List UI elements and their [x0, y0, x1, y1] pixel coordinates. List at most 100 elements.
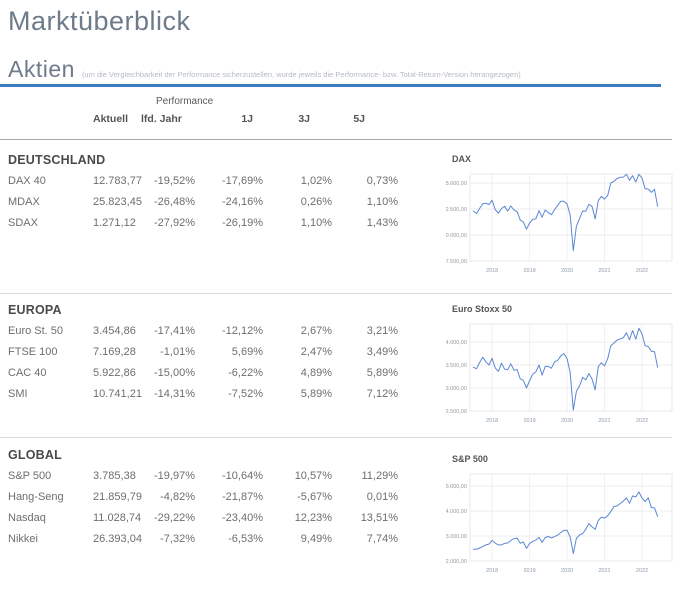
value-1j: -6,22%	[228, 367, 263, 379]
table-row: Nasdaq 11.028,74 -29,22% -23,40% 12,23% 13,51…	[8, 508, 398, 529]
x-axis-label: 2022	[636, 268, 648, 274]
value-aktuell: 5.922,86	[93, 367, 136, 379]
value-5j: 0,01%	[366, 491, 398, 503]
value-5j: 0,73%	[366, 175, 398, 187]
value-aktuell: 1.271,12	[93, 217, 136, 229]
accent-rule	[0, 84, 661, 87]
y-axis-label: 10.000,00	[446, 233, 467, 239]
value-5j: 5,89%	[366, 367, 398, 379]
x-axis-label: 2021	[598, 268, 610, 274]
value-5j: 13,51%	[360, 512, 398, 524]
y-axis-label: 5.000,00	[446, 484, 467, 490]
value-5j: 1,43%	[366, 217, 398, 229]
y-axis-label: 15.000,00	[446, 181, 467, 187]
price-line	[472, 491, 659, 554]
section-global: GLOBAL S&P 500 3.785,38 -19,97% -10,64% 10,5…	[8, 445, 398, 550]
value-aktuell: 3.785,38	[93, 470, 136, 482]
value-1j: -12,12%	[222, 325, 263, 337]
price-line	[472, 327, 659, 411]
chart-sp-500: S&P 500 2018 2019 2020 2021 2022 5.000,00 4.00…	[446, 452, 678, 584]
chart-title: S&P 500	[452, 454, 488, 464]
value-3j: 1,10%	[300, 217, 332, 229]
value-5j: 3,49%	[366, 346, 398, 358]
table-row: S&P 500 3.785,38 -19,97% -10,64% 10,57% 11,29…	[8, 466, 398, 487]
y-axis-label: 2.500,00	[446, 409, 467, 415]
market-section-title: EUROPA	[8, 303, 62, 317]
index-name: CAC 40	[8, 367, 47, 379]
col-header-1j: 1J	[241, 113, 253, 125]
chart-euro-stoxx-50: Euro Stoxx 50 2018 2019 2020 2021 2022 4.000,…	[446, 302, 678, 434]
x-axis-label: 2020	[561, 268, 573, 274]
chart-title: Euro Stoxx 50	[452, 304, 513, 314]
table-row: Hang-Seng 21.859,79 -4,82% -21,87% -5,67% 0,0…	[8, 487, 398, 508]
price-line	[472, 173, 659, 252]
value-5j: 1,10%	[366, 196, 398, 208]
value-3j: 2,47%	[300, 346, 332, 358]
value-1j: -23,40%	[222, 512, 263, 524]
section-separator	[0, 293, 672, 294]
index-name: SDAX	[8, 217, 38, 229]
y-axis-label: 3.000,00	[446, 386, 467, 392]
table-row: MDAX 25.823,45 -26,48% -24,16% 0,26% 1,10%	[8, 192, 398, 213]
value-aktuell: 25.823,45	[93, 196, 142, 208]
x-axis-label: 2019	[523, 568, 535, 574]
table-column-headers: Aktuell lfd. Jahr 1J 3J 5J	[8, 110, 365, 128]
value-3j: 0,26%	[300, 196, 332, 208]
section-separator	[0, 437, 672, 438]
index-name: Euro St. 50	[8, 325, 64, 337]
value-3j: 12,23%	[294, 512, 332, 524]
table-row: CAC 40 5.922,86 -15,00% -6,22% 4,89% 5,89%	[8, 363, 398, 384]
value-ytd: -17,41%	[154, 325, 195, 337]
y-axis-label: 4.000,00	[446, 509, 467, 515]
value-3j: -5,67%	[297, 491, 332, 503]
value-aktuell: 26.393,04	[93, 533, 142, 545]
y-axis-label: 3.500,00	[446, 363, 467, 369]
plot-border	[469, 173, 673, 262]
index-name: Nasdaq	[8, 512, 46, 524]
value-3j: 5,89%	[300, 388, 332, 400]
value-ytd: -26,48%	[154, 196, 195, 208]
value-aktuell: 21.859,79	[93, 491, 142, 503]
dax-line-chart: 2018 2019 2020 2021 2022 15.000,00 12.500,00 10…	[446, 173, 673, 274]
y-axis-label: 3.000,00	[446, 534, 467, 540]
y-axis-label: 12.500,00	[446, 207, 467, 213]
x-axis-label: 2021	[598, 568, 610, 574]
x-axis-label: 2022	[636, 418, 648, 424]
col-header-aktuell: Aktuell	[93, 113, 129, 125]
market-section-title: GLOBAL	[8, 448, 62, 462]
euro-stoxx-line-chart: 2018 2019 2020 2021 2022 4.000,00 3.500,00 3.00…	[446, 323, 673, 424]
value-aktuell: 7.169,28	[93, 346, 136, 358]
x-axis-label: 2020	[561, 568, 573, 574]
section-deutschland: DEUTSCHLAND DAX 40 12.783,77 -19,52% -17,69…	[8, 150, 398, 234]
value-5j: 7,74%	[366, 533, 398, 545]
value-ytd: -14,31%	[154, 388, 195, 400]
value-ytd: -19,97%	[154, 470, 195, 482]
sp500-line-chart: 2018 2019 2020 2021 2022 5.000,00 4.000,00 3.00…	[446, 473, 673, 574]
performance-group-label: Performance	[156, 96, 214, 107]
y-axis-label: 4.000,00	[446, 340, 467, 346]
col-header-3j: 3J	[298, 113, 310, 125]
value-ytd: -19,52%	[154, 175, 195, 187]
value-3j: 1,02%	[300, 175, 332, 187]
col-header-5j: 5J	[353, 113, 365, 125]
value-1j: -17,69%	[222, 175, 263, 187]
x-axis-label: 2019	[523, 418, 535, 424]
section-subtitle: (um die Vergleichbarkeit der Performance…	[81, 70, 521, 79]
value-1j: -6,53%	[228, 533, 263, 545]
value-3j: 9,49%	[300, 533, 332, 545]
x-axis-label: 2018	[486, 268, 498, 274]
table-row: Nikkei 26.393,04 -7,32% -6,53% 9,49% 7,74%	[8, 529, 398, 550]
value-1j: 5,69%	[231, 346, 263, 358]
col-header-ytd: lfd. Jahr	[141, 113, 182, 125]
table-row: SDAX 1.271,12 -27,92% -26,19% 1,10% 1,43%	[8, 213, 398, 234]
plot-border	[469, 323, 673, 412]
value-1j: -21,87%	[222, 491, 263, 503]
value-ytd: -29,22%	[154, 512, 195, 524]
value-aktuell: 3.454,86	[93, 325, 136, 337]
value-5j: 3,21%	[366, 325, 398, 337]
table-row: FTSE 100 7.169,28 -1,01% 5,69% 2,47% 3,49%	[8, 342, 398, 363]
page-title: Marktüberblick	[8, 6, 191, 36]
value-3j: 4,89%	[300, 367, 332, 379]
index-name: MDAX	[8, 196, 40, 208]
